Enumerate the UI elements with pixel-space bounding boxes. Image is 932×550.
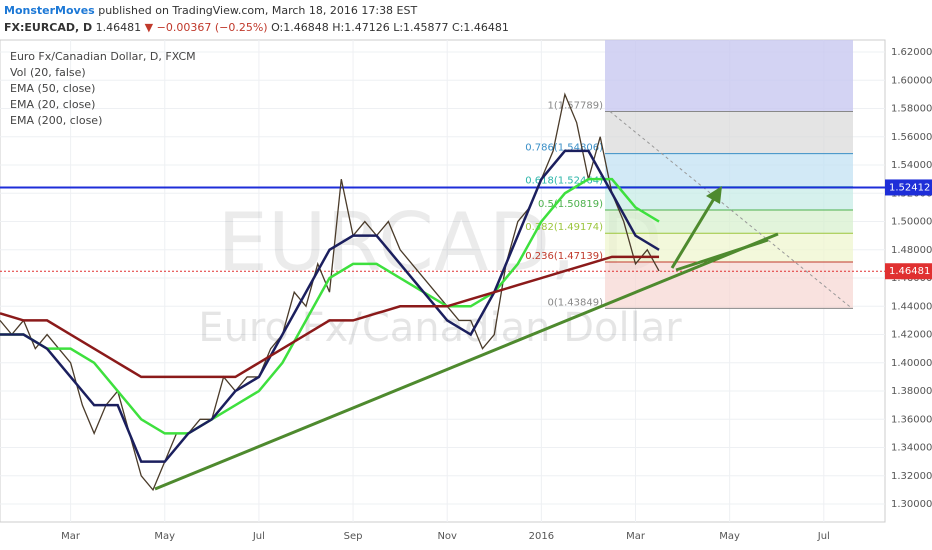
- y-tick-label: 1.42000: [891, 330, 932, 341]
- y-tick-label: 1.62000: [891, 47, 932, 58]
- trend-line: [154, 232, 779, 491]
- arrow-head: [706, 186, 722, 204]
- y-tick-label: 1.48000: [891, 245, 932, 256]
- x-tick-label: Jul: [252, 531, 265, 542]
- legend-entry: EMA (20, close): [10, 98, 95, 111]
- fib-band: [605, 153, 853, 187]
- byline: MonsterMoves published on TradingView.co…: [4, 2, 509, 19]
- x-tick-label: 2016: [529, 531, 554, 542]
- author[interactable]: MonsterMoves: [4, 4, 95, 17]
- watermark: EURCAD, D: [217, 196, 662, 289]
- x-tick-label: May: [719, 531, 740, 542]
- last: 1.46481: [95, 21, 142, 34]
- series-line: [0, 177, 660, 435]
- legend-entry: EMA (200, close): [10, 114, 102, 127]
- symbol: FX:EURCAD, D: [4, 21, 93, 34]
- y-tick-label: 1.50000: [891, 217, 932, 228]
- fib-diagonal: [609, 111, 853, 309]
- arrow: [670, 191, 720, 269]
- quote: FX:EURCAD, D 1.46481 ▼ −0.00367 (−0.25%)…: [4, 19, 509, 36]
- fib-band: [605, 186, 853, 210]
- price-tag: [885, 263, 932, 280]
- ohlc: O:1.46848 H:1.47126 L:1.45877 C:1.46481: [271, 21, 509, 34]
- fib-label: 0.618(1.52464): [525, 176, 603, 187]
- fib-label: 0.236(1.47139): [525, 251, 603, 262]
- x-tick-label: Jul: [817, 531, 830, 542]
- y-tick-label: 1.54000: [891, 160, 932, 171]
- price-tag: [885, 179, 932, 196]
- arrow: [675, 238, 769, 272]
- x-tick-label: Sep: [344, 531, 363, 542]
- price-tag-label: 1.52412: [889, 182, 930, 193]
- series-line: [0, 149, 660, 463]
- fib-band: [605, 209, 853, 234]
- y-tick-label: 1.30000: [891, 499, 932, 510]
- fib-label: 0.786(1.54806): [525, 143, 603, 154]
- y-tick-label: 1.60000: [891, 75, 932, 86]
- fib-band: [605, 261, 853, 309]
- fib-top-box: [605, 40, 853, 112]
- x-tick-label: Mar: [61, 531, 81, 542]
- x-tick-label: May: [154, 531, 175, 542]
- legend-entry: Vol (20, false): [10, 66, 86, 79]
- y-tick-label: 1.34000: [891, 443, 932, 454]
- y-tick-label: 1.38000: [891, 386, 932, 397]
- header: MonsterMoves published on TradingView.co…: [4, 2, 509, 36]
- fib-label: 0.5(1.50819): [538, 199, 603, 210]
- fib-band: [605, 111, 853, 154]
- fib-label: 1(1.57789): [547, 100, 603, 111]
- series-line: [0, 255, 660, 379]
- y-tick-label: 1.32000: [891, 471, 932, 482]
- fib-label: 0(1.43849): [547, 297, 603, 308]
- legend-entry: EMA (50, close): [10, 82, 95, 95]
- legend-entry: Euro Fx/Canadian Dollar, D, FXCM: [10, 50, 196, 63]
- price-tag-label: 1.46481: [889, 266, 930, 277]
- series-group: [0, 92, 660, 492]
- arrow: ▼: [144, 21, 154, 34]
- series-line: [0, 92, 660, 492]
- x-tick-label: Mar: [626, 531, 646, 542]
- y-tick-label: 1.40000: [891, 358, 932, 369]
- y-tick-label: 1.56000: [891, 132, 932, 143]
- change: −0.00367 (−0.25%): [156, 21, 268, 34]
- y-tick-label: 1.44000: [891, 301, 932, 312]
- x-tick-label: Nov: [437, 531, 457, 542]
- fib-label: 0.382(1.49174): [525, 222, 603, 233]
- y-tick-label: 1.36000: [891, 414, 932, 425]
- y-tick-label: 1.58000: [891, 104, 932, 115]
- published: published on TradingView.com, March 18, …: [98, 4, 418, 17]
